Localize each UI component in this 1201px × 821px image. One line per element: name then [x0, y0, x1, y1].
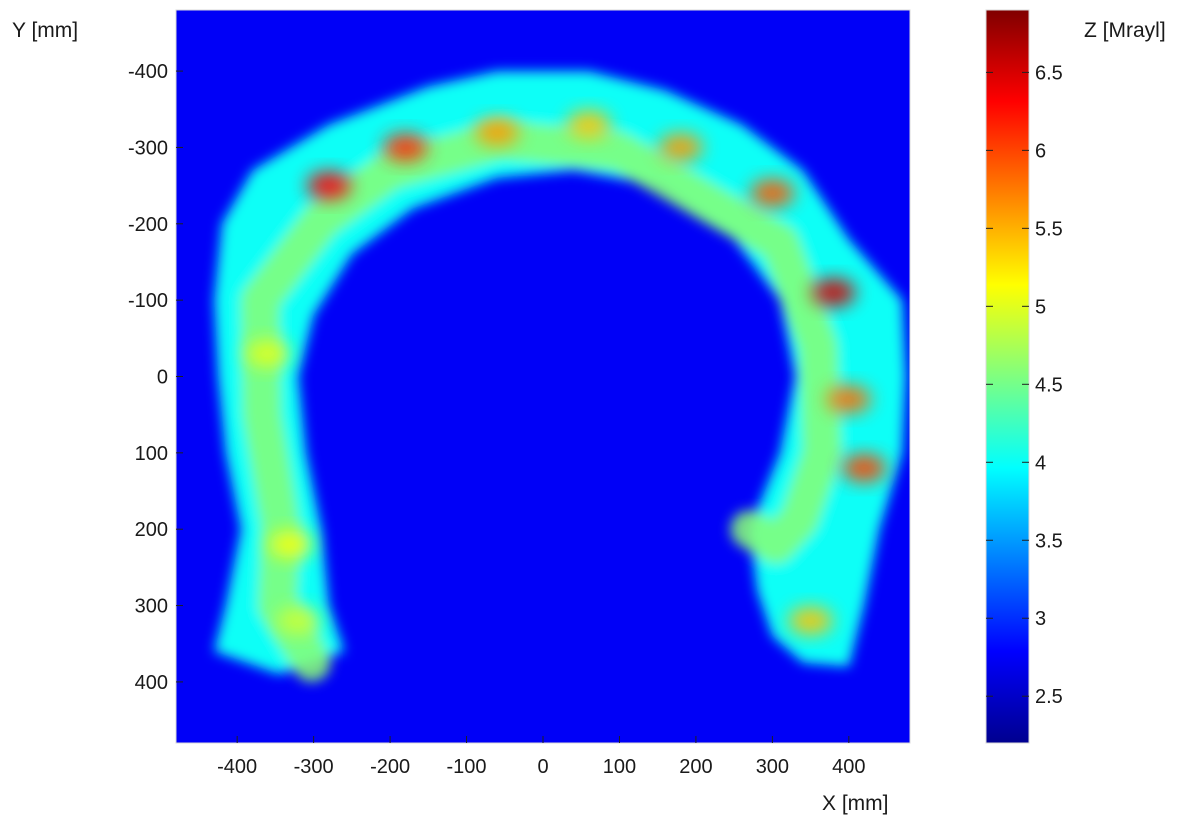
hotspot-8 — [842, 454, 887, 483]
hotspot-9 — [245, 339, 290, 368]
y-tick-label: 0 — [157, 367, 168, 389]
x-tick-label: 200 — [679, 756, 712, 778]
colorbar-tick-label: 5.5 — [1035, 218, 1063, 240]
colorbar-tick-label: 6.5 — [1035, 62, 1063, 84]
y-tick-label: -300 — [128, 137, 168, 159]
heatmap-plot — [176, 10, 910, 743]
colorbar-gradient — [986, 10, 1029, 743]
hotspot-3 — [566, 110, 611, 139]
x-tick-label: 300 — [756, 756, 789, 778]
x-axis-ticks: -400 -300 -200 -100 0 100 200 300 400 — [217, 736, 866, 778]
colorbar-tick-label: 3.5 — [1035, 530, 1063, 552]
x-tick-label: -300 — [294, 756, 334, 778]
colorbar-tick-label: 2.5 — [1035, 686, 1063, 708]
y-tick-label: 400 — [135, 672, 168, 694]
x-axis-label: X [mm] — [822, 792, 889, 815]
x-tick-label: 400 — [832, 756, 865, 778]
y-tick-label: -200 — [128, 214, 168, 236]
x-tick-label: 0 — [537, 756, 548, 778]
y-tick-label: 300 — [135, 596, 168, 618]
colorbar-ticks: 2.5 3 3.5 4 4.5 5 5.5 6 6.5 — [986, 62, 1063, 708]
x-tick-label: -100 — [447, 756, 487, 778]
horseshoe-wall — [214, 71, 907, 682]
hotspot-12 — [276, 606, 321, 635]
y-tick-label: 200 — [135, 519, 168, 541]
y-tick-label: -400 — [128, 61, 168, 83]
hotspot-1 — [383, 133, 428, 162]
x-tick-label: 100 — [603, 756, 636, 778]
hotspot-2 — [475, 118, 520, 147]
hotspot-7 — [826, 385, 871, 414]
hotspot-4 — [658, 133, 703, 162]
colorbar-tick-label: 3 — [1035, 608, 1046, 630]
colorbar-tick-label: 4 — [1035, 452, 1046, 474]
hotspot-6 — [811, 278, 856, 307]
colorbar-tick-label: 5 — [1035, 296, 1046, 318]
x-tick-label: -200 — [370, 756, 410, 778]
x-tick-label: -400 — [217, 756, 257, 778]
colorbar-frame — [985, 9, 1030, 744]
y-axis-label: Y [mm] — [12, 19, 78, 42]
wall-midband — [241, 120, 842, 682]
colorbar-tick-label: 4.5 — [1035, 374, 1063, 396]
colorbar-label: Z [Mrayl] — [1084, 19, 1166, 42]
hotspot-11 — [788, 606, 833, 635]
hotspot-layer — [245, 110, 887, 635]
y-tick-label: 100 — [135, 443, 168, 465]
y-tick-label: -100 — [128, 290, 168, 312]
y-axis-ticks: -400 -300 -200 -100 0 100 200 300 400 — [128, 61, 183, 694]
colorbar-tick-label: 6 — [1035, 140, 1046, 162]
hotspot-0 — [306, 171, 351, 200]
hotspot-10 — [268, 530, 313, 559]
colorbar: 2.5 3 3.5 4 4.5 5 5.5 6 6.5 Z [Mrayl] — [985, 9, 1166, 744]
hotspot-5 — [750, 179, 795, 208]
